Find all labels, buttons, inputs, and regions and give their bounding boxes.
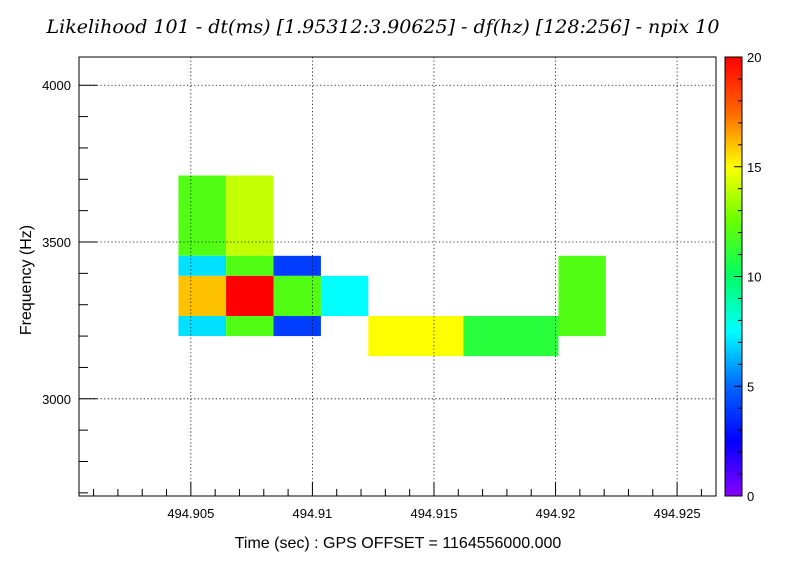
grid-lines	[79, 57, 716, 496]
heatmap-cell-10	[226, 316, 274, 337]
heatmap-cell-6	[226, 275, 274, 317]
chart-title: Likelihood 101 - dt(ms) [1.95312:3.90625…	[46, 16, 720, 38]
colorbar-tick-label-4: 20	[747, 50, 761, 65]
x-tick-labels: 494.905 494.91 494.915 494.92 494.925	[167, 506, 700, 521]
x-tick-label-1: 494.91	[293, 506, 333, 521]
plot-frame	[78, 56, 717, 497]
heatmap-cell-7	[273, 275, 321, 317]
colorbar-tick-label-0: 0	[747, 489, 754, 504]
y-axis-label: Frequency (Hz)	[18, 225, 35, 335]
x-tick-label-3: 494.92	[536, 506, 576, 521]
x-tick-label-0: 494.905	[167, 506, 214, 521]
colorbar-tick-label-3: 15	[747, 160, 761, 175]
heatmap-cell-3	[226, 255, 274, 276]
y-tick-label-2: 4000	[42, 78, 71, 93]
x-tick-label-2: 494.915	[410, 506, 457, 521]
x-axis-label: Time (sec) : GPS OFFSET = 1164556000.000	[235, 535, 562, 552]
y-tick-labels: 3000 3500 4000	[42, 78, 71, 407]
heatmap-cell-12	[368, 316, 464, 357]
colorbar-tick-label-1: 5	[747, 379, 754, 394]
heatmap-cell-5	[178, 275, 227, 317]
x-tick-label-4: 494.925	[654, 506, 701, 521]
y-tick-label-1: 3500	[42, 235, 71, 250]
heatmap-cell-0	[178, 175, 227, 256]
colorbar-ticks: 0 5 10 15 20	[734, 50, 761, 504]
y-tick-label-0: 3000	[42, 392, 71, 407]
heatmap-cell-13	[463, 316, 559, 357]
heatmap-cell-1	[226, 175, 274, 256]
heatmap-cell-8	[320, 275, 369, 317]
heatmap-cell-4	[273, 255, 321, 276]
heatmap-cell-9	[178, 316, 227, 337]
heatmap-cell-2	[178, 255, 227, 276]
heatmap-cell-14	[558, 255, 606, 337]
colorbar-tick-label-2: 10	[747, 270, 761, 285]
plot-area	[178, 175, 606, 357]
axis-ticks	[79, 84, 702, 496]
heatmap-cell-11	[273, 316, 321, 337]
